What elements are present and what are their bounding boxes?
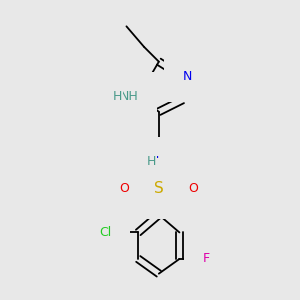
Text: H: H xyxy=(146,155,156,168)
Text: S: S xyxy=(154,181,164,196)
Text: F: F xyxy=(203,252,210,266)
Text: N: N xyxy=(149,155,159,168)
Text: H: H xyxy=(113,91,122,103)
Text: Cl: Cl xyxy=(100,226,112,239)
Text: O: O xyxy=(188,182,198,195)
Text: O: O xyxy=(119,182,129,195)
Text: NH: NH xyxy=(119,91,138,103)
Text: N: N xyxy=(182,70,192,83)
